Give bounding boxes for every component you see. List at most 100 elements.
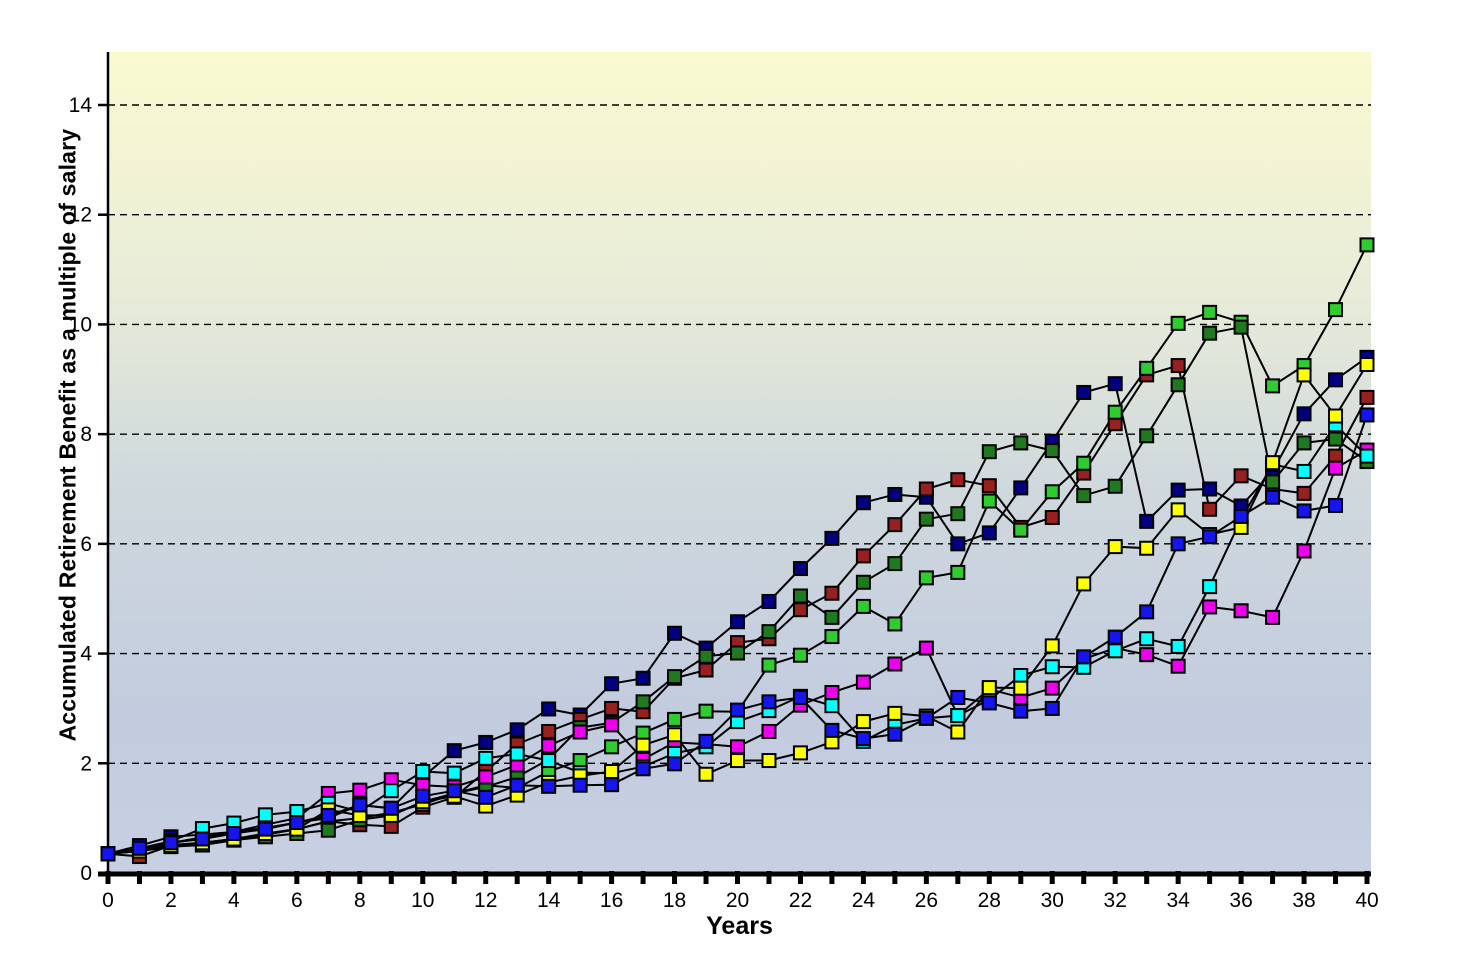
data-point-marker-dark-red (1202, 501, 1218, 517)
data-point-marker-navy (667, 625, 683, 641)
x-axis-title: Years (706, 912, 773, 940)
y-tick-label: 2 (80, 752, 92, 775)
data-point-marker-blue (1013, 703, 1029, 719)
data-point-marker-dark-green (667, 669, 683, 685)
x-tick-label: 30 (1041, 889, 1064, 912)
data-point-marker-dark-green (635, 694, 651, 710)
x-axis-tick (1270, 871, 1276, 884)
data-point-marker-dark-red (604, 700, 620, 716)
data-point-marker-magenta (1265, 609, 1281, 625)
data-point-marker-blue (761, 694, 777, 710)
y-tick-label: 8 (80, 423, 92, 446)
data-point-marker-dark-red (698, 662, 714, 678)
data-point-marker-cyan (1359, 448, 1375, 464)
data-point-marker-blue (1265, 489, 1281, 505)
data-point-marker-dark-green (918, 511, 934, 527)
data-point-marker-cyan (1044, 659, 1060, 675)
x-axis-tick (923, 871, 929, 884)
data-point-marker-bright-green (698, 703, 714, 719)
data-point-marker-bright-green (1359, 237, 1375, 253)
data-point-marker-yellow (1139, 540, 1155, 556)
x-axis-tick (1364, 871, 1370, 884)
data-point-marker-blue (1328, 497, 1344, 513)
data-point-marker-blue (667, 756, 683, 772)
x-tick-label: 14 (537, 889, 561, 912)
data-point-marker-bright-green (667, 711, 683, 727)
data-point-marker-yellow (730, 753, 745, 769)
data-point-marker-yellow (1328, 408, 1344, 424)
data-point-marker-dark-green (1107, 478, 1123, 494)
x-tick-label: 4 (228, 889, 240, 912)
x-axis-tick (168, 871, 174, 884)
data-point-marker-dark-green (950, 506, 966, 522)
data-point-marker-blue (981, 695, 997, 711)
data-point-marker-blue (100, 846, 116, 862)
data-point-marker-navy (792, 561, 808, 577)
data-point-marker-blue (887, 726, 903, 742)
data-point-marker-magenta (541, 738, 557, 754)
data-point-marker-cyan (478, 750, 494, 766)
data-point-marker-magenta (1044, 680, 1060, 696)
x-axis-tick (262, 871, 268, 884)
data-point-marker-magenta (855, 674, 871, 690)
data-point-marker-magenta (761, 723, 777, 739)
data-point-marker-cyan (446, 765, 462, 781)
x-axis-tick (892, 871, 898, 884)
x-axis-tick (640, 871, 646, 884)
data-point-marker-navy (446, 743, 462, 759)
data-point-marker-dark-green (1296, 435, 1312, 451)
data-point-marker-dark-red (855, 548, 871, 564)
data-point-marker-blue (446, 783, 462, 799)
data-point-marker-navy (761, 593, 777, 609)
data-point-marker-blue (698, 733, 714, 749)
data-point-marker-dark-green (1328, 431, 1344, 447)
data-point-marker-blue (950, 689, 966, 705)
data-point-marker-dark-green (1044, 443, 1060, 459)
data-point-marker-magenta (1328, 460, 1344, 476)
x-axis-tick (1081, 871, 1087, 884)
data-point-marker-navy (541, 701, 557, 717)
data-point-marker-yellow (698, 766, 714, 782)
x-axis-tick (1144, 871, 1150, 884)
data-point-marker-bright-green (950, 564, 966, 580)
data-point-marker-blue (730, 702, 745, 718)
data-point-marker-cyan (1107, 643, 1123, 659)
y-tick-label: 10 (69, 313, 92, 336)
data-point-marker-blue (1107, 629, 1123, 645)
data-point-marker-bright-green (604, 739, 620, 755)
data-point-marker-navy (1202, 481, 1218, 497)
data-point-marker-navy (981, 525, 997, 541)
data-point-marker-bright-green (1076, 455, 1092, 471)
data-point-marker-dark-red (887, 517, 903, 533)
data-point-marker-bright-green (1265, 378, 1281, 394)
y-tick-label: 6 (80, 533, 92, 556)
data-point-marker-navy (1139, 513, 1155, 529)
data-point-marker-blue (509, 777, 525, 793)
y-tick-label: 12 (69, 204, 92, 227)
data-point-marker-blue (635, 761, 651, 777)
x-axis-tick (136, 871, 142, 884)
data-point-marker-navy (887, 486, 903, 502)
data-point-marker-magenta (1202, 599, 1218, 615)
data-point-marker-dark-green (1202, 325, 1218, 341)
data-point-marker-blue (352, 797, 368, 813)
data-point-marker-cyan (541, 753, 557, 769)
data-point-marker-bright-green (1328, 302, 1344, 318)
data-point-marker-yellow (635, 737, 651, 753)
data-point-marker-blue (1076, 649, 1092, 665)
data-point-marker-magenta (478, 769, 494, 785)
x-axis-tick (577, 871, 583, 884)
x-axis-tick (829, 871, 835, 884)
data-point-marker-dark-green (761, 624, 777, 640)
data-point-marker-navy (1170, 482, 1186, 498)
data-point-marker-dark-green (1233, 319, 1249, 335)
data-point-marker-blue (1202, 529, 1218, 545)
data-point-marker-dark-green (1265, 474, 1281, 490)
x-axis-tick (1049, 871, 1055, 884)
data-point-marker-cyan (383, 783, 399, 799)
data-point-marker-yellow (1265, 455, 1281, 471)
data-point-marker-dark-red (541, 723, 557, 739)
data-point-marker-blue (604, 777, 620, 793)
